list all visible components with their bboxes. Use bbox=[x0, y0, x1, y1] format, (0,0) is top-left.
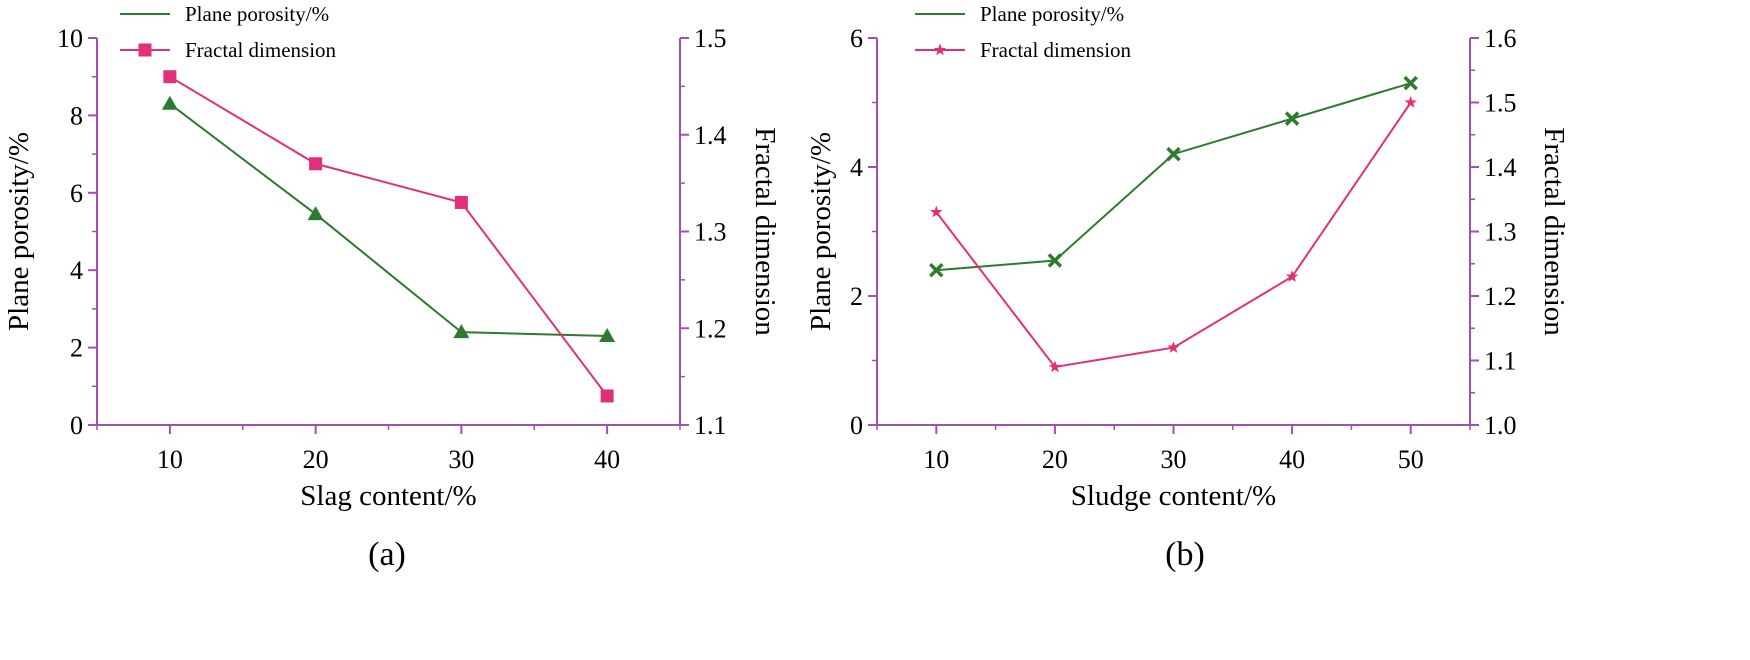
right-y-tick-label: 1.2 bbox=[694, 314, 727, 343]
left-y-tick-label: 4 bbox=[850, 153, 863, 182]
left-y-tick-label: 6 bbox=[850, 24, 863, 53]
x-tick-label: 40 bbox=[594, 445, 620, 474]
data-point bbox=[1048, 360, 1062, 373]
series-line bbox=[169, 102, 608, 337]
data-point bbox=[454, 195, 468, 209]
left-y-tick-label: 10 bbox=[57, 24, 83, 53]
data-point bbox=[599, 327, 616, 342]
right-y-tick-label: 1.0 bbox=[1484, 411, 1517, 440]
chart-b: 0 2 4 6 1.0 1.1 1.2 1.3 1.4 1.5 1.6 10 20 30 40 50 Sludg… bbox=[805, 2, 1570, 573]
data-point bbox=[161, 95, 178, 110]
right-y-tick-label: 1.1 bbox=[694, 411, 727, 440]
data-point bbox=[1166, 146, 1181, 162]
data-point bbox=[930, 205, 943, 218]
right-y-axis-label: Fractal dimension bbox=[749, 127, 781, 336]
right-y-tick-label: 1.3 bbox=[694, 218, 727, 247]
data-point bbox=[1167, 341, 1180, 353]
data-point bbox=[1404, 96, 1417, 108]
right-y-tick-label: 1.4 bbox=[694, 121, 727, 150]
right-y-tick-label: 1.6 bbox=[1484, 24, 1517, 53]
left-y-tick-label: 2 bbox=[70, 334, 83, 363]
x-axis-label: Sludge content/% bbox=[1071, 480, 1276, 512]
chart-a: 0 2 4 6 8 10 1.1 1.2 1.3 1.4 1.5 10 20 30 40 Slag conte… bbox=[3, 2, 781, 573]
left-y-axis-label: Plane porosity/% bbox=[805, 132, 837, 331]
right-y-tick-label: 1.5 bbox=[1484, 89, 1517, 118]
series-line bbox=[936, 82, 1411, 272]
left-y-tick-label: 0 bbox=[70, 411, 83, 440]
legend-label: Plane porosity/% bbox=[185, 2, 329, 26]
legend-marker bbox=[138, 43, 152, 57]
right-y-tick-label: 1.5 bbox=[694, 24, 727, 53]
legend-label: Fractal dimension bbox=[980, 38, 1132, 62]
legend-entry: Plane porosity/% bbox=[120, 2, 329, 26]
series-plane-porosity bbox=[161, 95, 616, 342]
legend-label: Plane porosity/% bbox=[980, 2, 1124, 26]
data-point bbox=[1284, 111, 1300, 126]
series-fractal-dimension bbox=[163, 70, 614, 403]
legend-label: Fractal dimension bbox=[185, 38, 337, 62]
legend-entry: Plane porosity/% bbox=[915, 2, 1124, 26]
right-y-tick-label: 1.1 bbox=[1484, 347, 1517, 376]
data-point bbox=[1285, 270, 1299, 282]
right-y-tick-label: 1.3 bbox=[1484, 218, 1517, 247]
x-tick-label: 10 bbox=[923, 445, 949, 474]
subfigure-caption: (b) bbox=[1165, 536, 1205, 573]
data-point bbox=[1403, 75, 1418, 91]
right-y-tick-label: 1.4 bbox=[1484, 153, 1517, 182]
data-point bbox=[309, 157, 323, 171]
data-point bbox=[453, 324, 470, 339]
x-tick-label: 30 bbox=[448, 445, 474, 474]
left-y-tick-label: 0 bbox=[850, 411, 863, 440]
x-axis-label: Slag content/% bbox=[300, 480, 476, 512]
x-tick-label: 30 bbox=[1161, 445, 1187, 474]
x-tick-label: 10 bbox=[157, 445, 183, 474]
x-tick-label: 50 bbox=[1398, 445, 1424, 474]
data-point bbox=[929, 262, 944, 278]
series-line bbox=[935, 101, 1412, 369]
left-y-tick-label: 8 bbox=[70, 101, 83, 130]
data-point bbox=[163, 70, 177, 84]
x-tick-label: 20 bbox=[1042, 445, 1068, 474]
data-point bbox=[1047, 253, 1063, 268]
subfigure-caption: (a) bbox=[368, 536, 406, 573]
right-y-tick-label: 1.2 bbox=[1484, 282, 1517, 311]
data-point bbox=[600, 389, 614, 403]
series-plane-porosity bbox=[929, 75, 1418, 278]
series-fractal-dimension bbox=[930, 96, 1417, 373]
x-tick-label: 20 bbox=[303, 445, 329, 474]
series-line bbox=[169, 75, 608, 397]
left-y-tick-label: 6 bbox=[70, 179, 83, 208]
right-y-axis-label: Fractal dimension bbox=[1538, 127, 1570, 336]
x-tick-label: 40 bbox=[1279, 445, 1305, 474]
legend-marker bbox=[933, 43, 947, 56]
left-y-tick-label: 4 bbox=[70, 256, 83, 285]
legend-entry: Fractal dimension bbox=[120, 38, 337, 62]
legend-entry: Fractal dimension bbox=[915, 38, 1132, 62]
left-y-axis-label: Plane porosity/% bbox=[3, 132, 35, 331]
data-point bbox=[307, 206, 324, 221]
left-y-tick-label: 2 bbox=[850, 282, 863, 311]
